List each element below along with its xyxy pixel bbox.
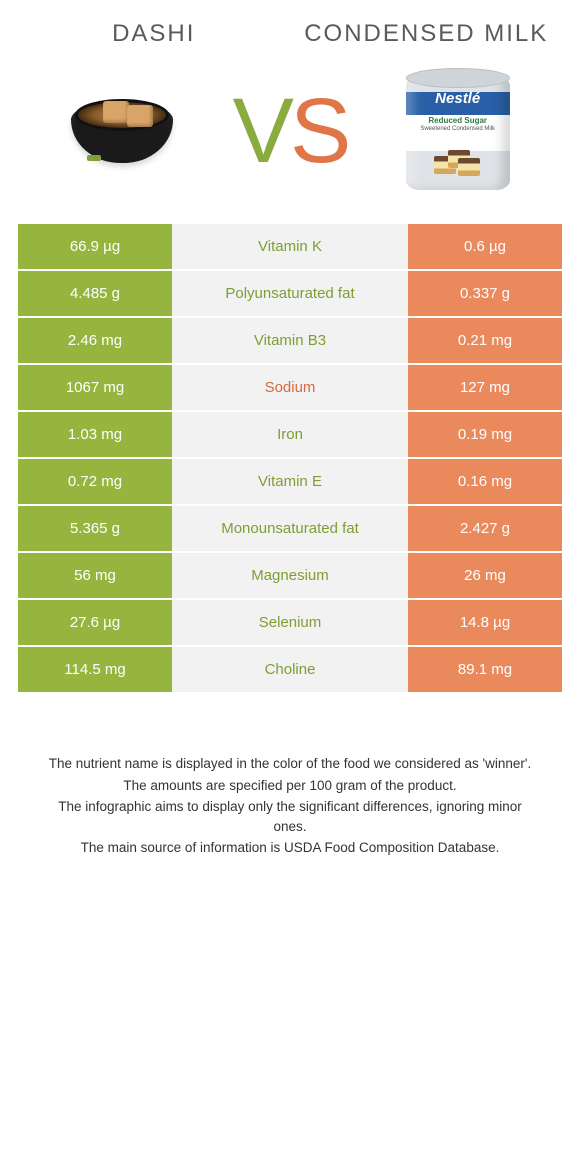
condensed-milk-image: Nestlé Reduced Sugar Sweetened Condensed… [400, 66, 516, 196]
footer-line-3: The infographic aims to display only the… [44, 797, 536, 836]
table-row: 114.5 mgCholine89.1 mg [18, 647, 562, 694]
right-value: 26 mg [408, 553, 562, 600]
nutrient-label: Vitamin E [172, 459, 408, 506]
right-value: 0.337 g [408, 271, 562, 318]
table-row: 27.6 µgSelenium14.8 µg [18, 600, 562, 647]
left-value: 5.365 g [18, 506, 172, 553]
nutrient-label: Vitamin K [172, 224, 408, 271]
nutrient-label: Sodium [172, 365, 408, 412]
table-row: 5.365 gMonounsaturated fat2.427 g [18, 506, 562, 553]
table-row: 2.46 mgVitamin B30.21 mg [18, 318, 562, 365]
nutrient-label: Magnesium [172, 553, 408, 600]
table-row: 56 mgMagnesium26 mg [18, 553, 562, 600]
titles-row: DASHI CONDENSED MILK [18, 20, 562, 48]
right-value: 0.6 µg [408, 224, 562, 271]
left-value: 1.03 mg [18, 412, 172, 459]
right-value: 0.16 mg [408, 459, 562, 506]
left-value: 66.9 µg [18, 224, 172, 271]
left-value: 2.46 mg [18, 318, 172, 365]
left-value: 27.6 µg [18, 600, 172, 647]
right-value: 0.19 mg [408, 412, 562, 459]
right-value: 127 mg [408, 365, 562, 412]
nutrient-label: Vitamin B3 [172, 318, 408, 365]
footer-line-1: The nutrient name is displayed in the co… [44, 754, 536, 774]
right-value: 89.1 mg [408, 647, 562, 694]
left-value: 0.72 mg [18, 459, 172, 506]
vs-s: S [290, 80, 347, 182]
left-title: DASHI [18, 20, 290, 48]
comparison-table: 66.9 µgVitamin K0.6 µg4.485 gPolyunsatur… [18, 224, 562, 694]
right-value: 0.21 mg [408, 318, 562, 365]
nutrient-label: Iron [172, 412, 408, 459]
table-row: 1067 mgSodium127 mg [18, 365, 562, 412]
left-value: 114.5 mg [18, 647, 172, 694]
can-line2: Sweetened Condensed Milk [400, 126, 516, 133]
left-value: 56 mg [18, 553, 172, 600]
right-value: 14.8 µg [408, 600, 562, 647]
nutrient-label: Monounsaturated fat [172, 506, 408, 553]
left-value: 4.485 g [18, 271, 172, 318]
table-row: 0.72 mgVitamin E0.16 mg [18, 459, 562, 506]
left-value: 1067 mg [18, 365, 172, 412]
footer-line-4: The main source of information is USDA F… [44, 838, 536, 858]
vs-v: V [233, 80, 290, 182]
footer-notes: The nutrient name is displayed in the co… [18, 694, 562, 858]
dashi-image [57, 87, 187, 175]
right-title: CONDENSED MILK [291, 20, 563, 48]
nutrient-label: Selenium [172, 600, 408, 647]
nutrient-label: Polyunsaturated fat [172, 271, 408, 318]
can-brand: Nestlé [400, 90, 516, 107]
vs-label: VS [227, 85, 354, 177]
nutrient-label: Choline [172, 647, 408, 694]
images-row: VS Nestlé Reduced Sugar Sweetened Conden… [18, 66, 562, 196]
table-row: 1.03 mgIron0.19 mg [18, 412, 562, 459]
table-row: 4.485 gPolyunsaturated fat0.337 g [18, 271, 562, 318]
can-line1: Reduced Sugar [400, 116, 516, 126]
footer-line-2: The amounts are specified per 100 gram o… [44, 776, 536, 796]
table-row: 66.9 µgVitamin K0.6 µg [18, 224, 562, 271]
right-value: 2.427 g [408, 506, 562, 553]
